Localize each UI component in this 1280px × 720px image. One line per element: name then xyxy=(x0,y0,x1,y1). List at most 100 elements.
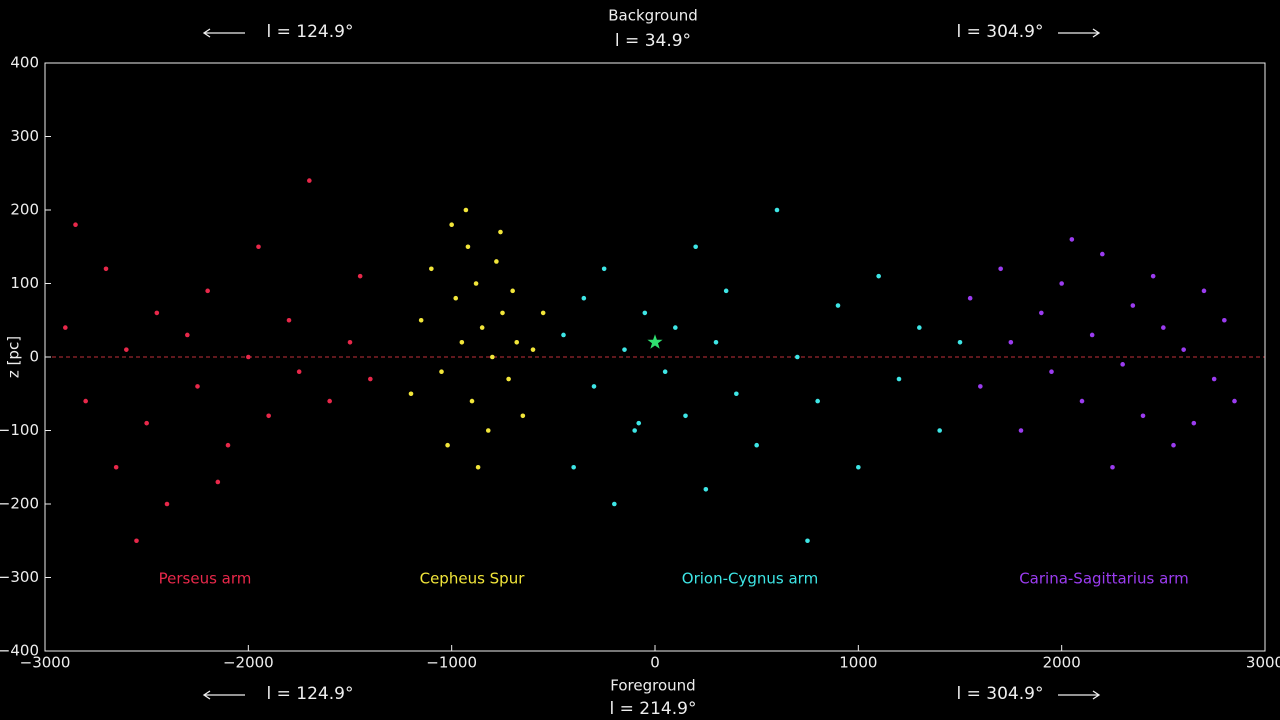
annotation: Background xyxy=(608,7,698,25)
star-point xyxy=(63,325,68,330)
star-point xyxy=(795,354,800,360)
star-point xyxy=(154,310,160,316)
annotation: Foreground xyxy=(610,677,695,695)
star-point xyxy=(835,303,841,308)
star-point xyxy=(449,222,454,227)
annotation: l = 214.9° xyxy=(610,699,697,719)
arrow xyxy=(202,28,245,38)
star-point xyxy=(327,398,332,404)
legend-label: Carina-Sagittarius arm xyxy=(1019,570,1189,588)
star-point xyxy=(256,244,261,250)
star-point xyxy=(967,295,973,301)
y-tick-label: 200 xyxy=(10,201,39,219)
star-point xyxy=(479,325,485,330)
star-point xyxy=(103,266,109,272)
star-point xyxy=(225,442,231,448)
star-point xyxy=(514,340,520,345)
star-point xyxy=(124,347,129,352)
star-point xyxy=(815,398,820,404)
star-point xyxy=(418,317,424,323)
y-tick-label: 400 xyxy=(10,54,39,72)
star-point xyxy=(1211,376,1217,382)
star-point xyxy=(713,340,719,345)
star-point xyxy=(469,398,475,404)
star-point xyxy=(683,413,688,419)
star-point xyxy=(642,310,648,316)
annotation: l = 124.9° xyxy=(267,22,354,42)
star-point xyxy=(530,347,536,352)
y-tick-label: 100 xyxy=(10,274,39,292)
star-point xyxy=(754,442,759,448)
star-point xyxy=(957,340,963,345)
star-point xyxy=(215,479,221,485)
arrow xyxy=(202,690,245,700)
x-tick-label: 3000 xyxy=(1246,654,1280,672)
star-point xyxy=(83,398,88,404)
star-point xyxy=(1232,398,1237,404)
star-point xyxy=(498,229,503,235)
star-point xyxy=(485,428,491,433)
x-tick-label: 2000 xyxy=(1043,654,1081,672)
star-point xyxy=(445,442,450,448)
star-point xyxy=(1191,420,1197,426)
star-point xyxy=(1201,288,1207,294)
arrow xyxy=(1058,28,1101,38)
star-point xyxy=(144,420,149,426)
star-point xyxy=(113,464,119,470)
star-point xyxy=(662,369,668,375)
star-point xyxy=(1222,317,1227,323)
legend-label: Cepheus Spur xyxy=(420,570,526,588)
star-point xyxy=(1161,325,1166,330)
star-point xyxy=(500,310,505,316)
star-point xyxy=(622,347,627,352)
star-point xyxy=(1171,442,1176,448)
star-point xyxy=(978,384,983,389)
star-point xyxy=(439,369,444,375)
star-point xyxy=(1008,340,1014,345)
star-point xyxy=(473,281,479,286)
star-point xyxy=(1049,369,1054,375)
y-tick-label: −200 xyxy=(0,495,39,513)
star-point xyxy=(1018,428,1024,433)
star-point xyxy=(465,244,471,250)
star-point xyxy=(876,273,881,279)
star-point xyxy=(632,428,637,433)
star-point xyxy=(917,325,922,330)
star-point xyxy=(1089,332,1095,338)
star-point xyxy=(453,295,459,301)
star-point xyxy=(506,376,511,382)
y-tick-label: 0 xyxy=(29,348,39,366)
star-point xyxy=(636,420,642,426)
star-point xyxy=(490,354,495,360)
annotation: l = 304.9° xyxy=(957,684,1044,704)
star-point xyxy=(896,376,902,382)
y-tick-label: −300 xyxy=(0,568,39,586)
legend-label: Perseus arm xyxy=(159,570,252,588)
star-point xyxy=(673,325,678,330)
annotation: l = 34.9° xyxy=(615,31,691,51)
star-point xyxy=(286,317,292,323)
star-point xyxy=(693,244,698,250)
star-point xyxy=(185,332,190,338)
star-point xyxy=(1150,273,1156,279)
star-point xyxy=(601,266,607,272)
star-point xyxy=(1039,310,1044,316)
star-point xyxy=(1120,362,1125,367)
star-point xyxy=(475,464,481,470)
x-tick-label: −3000 xyxy=(20,654,71,672)
star-point xyxy=(246,354,251,360)
star-point xyxy=(1140,413,1146,419)
star-point xyxy=(581,295,587,301)
star-point xyxy=(73,222,78,227)
star-point xyxy=(734,391,739,397)
star-point xyxy=(494,259,499,264)
star-point xyxy=(612,501,617,507)
legend-label: Orion-Cygnus arm xyxy=(682,570,818,588)
sun-marker xyxy=(647,334,663,349)
star-point xyxy=(307,178,312,183)
x-tick-label: 1000 xyxy=(839,654,877,672)
star-point xyxy=(561,332,566,338)
star-point xyxy=(357,273,363,279)
